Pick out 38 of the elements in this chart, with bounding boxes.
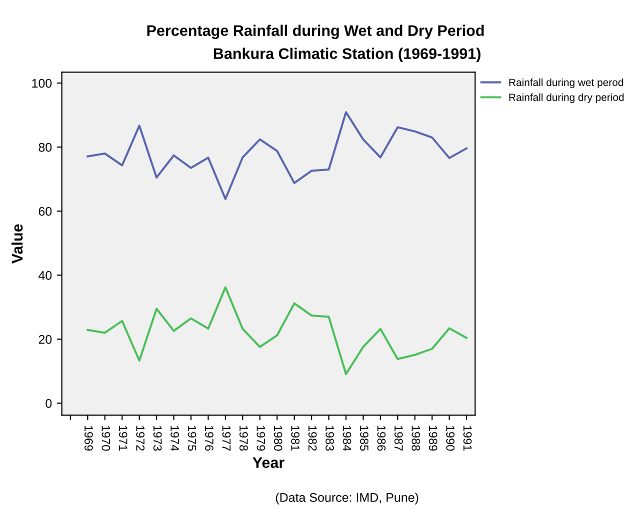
line-series — [86, 286, 468, 376]
legend-label: Rainfall during wet perod — [509, 78, 624, 88]
chart-subtitle: Bankura Climatic Station (1969-1991) — [214, 48, 480, 62]
x-tick-label: 1981 — [291, 426, 300, 451]
y-tick-label: 80 — [38, 142, 52, 152]
x-tick-label: 1975 — [188, 426, 196, 451]
x-tick-label: 1980 — [274, 426, 282, 451]
y-axis-title: Value — [11, 224, 23, 264]
text: (Data Source: IMD, Pune) — [276, 492, 418, 504]
x-tick-label: 1989 — [428, 426, 438, 451]
x-tick-label: 1976 — [205, 426, 214, 451]
x-tick-label: 1990 — [446, 426, 454, 451]
chart-title: Percentage Rainfall during Wet and Dry Period — [147, 24, 484, 40]
x-tick-label: 1974 — [170, 426, 179, 451]
x-tick-label: 1978 — [239, 426, 248, 451]
x-tick-label: 1979 — [256, 426, 266, 451]
x-tick-label: 1991 — [463, 426, 472, 451]
x-tick-label: 1970 — [102, 426, 110, 451]
y-tick-label: 0 — [46, 399, 52, 408]
x-tick-label: 1973 — [153, 426, 162, 451]
x-tick-label: 1972 — [136, 426, 145, 451]
legend-label: Rainfall during dry period — [509, 93, 624, 104]
x-tick-label: 1969 — [84, 426, 93, 451]
x-tick-label: 1987 — [394, 426, 403, 451]
line-series — [86, 111, 468, 200]
x-tick-label: 1977 — [222, 426, 231, 451]
x-tick-label: 1985 — [360, 426, 368, 451]
y-tick-label: 100 — [32, 78, 52, 88]
x-tick-label: 1971 — [118, 426, 128, 451]
y-tick-label: 20 — [38, 334, 52, 344]
x-tick-label: 1986 — [377, 426, 386, 451]
x-tick-label: 1982 — [308, 426, 317, 451]
x-tick-label: 1983 — [326, 426, 334, 451]
y-tick-label: 60 — [38, 206, 52, 216]
x-axis-title: Year — [252, 457, 284, 468]
x-tick-label: 1988 — [412, 426, 420, 451]
y-tick-label: 40 — [38, 270, 52, 280]
x-tick-label: 1984 — [342, 426, 352, 451]
